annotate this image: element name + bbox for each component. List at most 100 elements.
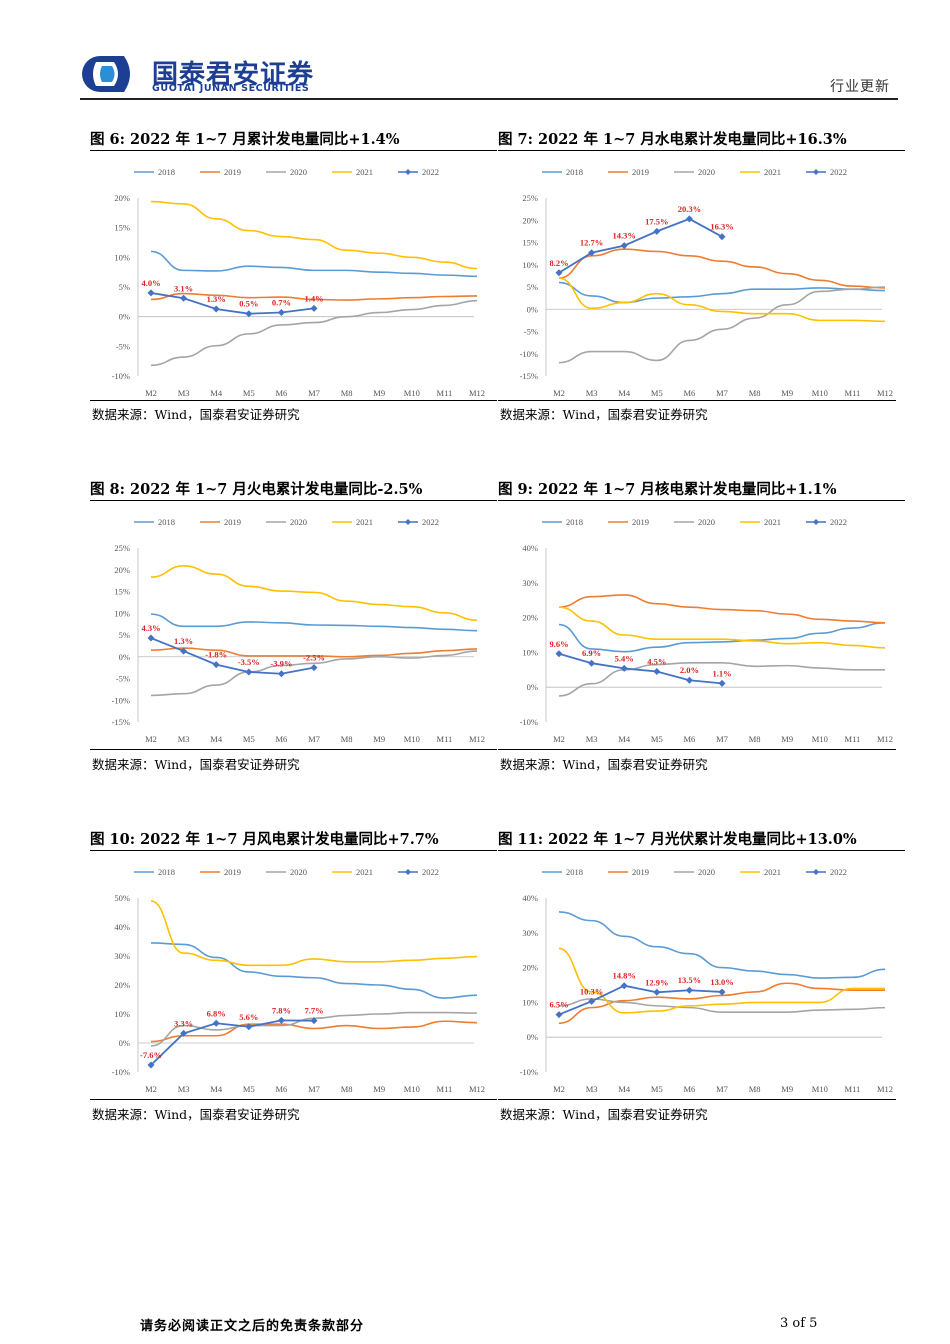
x-tick-label: M2	[145, 388, 157, 398]
legend-label: 2018	[566, 167, 583, 177]
x-tick-label: M5	[651, 388, 663, 398]
legend-label: 2020	[290, 867, 307, 877]
figure-6-chart: 2018 2019 2020 2021 2022 -10% -5% 0% 5% 10% 15% 20%…	[112, 167, 485, 398]
data-point-2022	[685, 986, 693, 994]
chart-bottom-rule	[498, 749, 896, 750]
series-line-2018	[558, 281, 886, 304]
legend-label: 2020	[290, 167, 307, 177]
data-label: 16.3%	[710, 222, 733, 232]
data-label: 20.3%	[678, 204, 701, 214]
data-point-2022	[212, 661, 220, 669]
y-tick-label: 30%	[522, 928, 538, 938]
series-line-2018	[558, 622, 886, 653]
x-tick-label: M11	[845, 388, 861, 398]
legend-label: 2020	[698, 867, 715, 877]
data-label: 10.3%	[580, 986, 603, 996]
x-tick-label: M8	[749, 388, 761, 398]
data-source: 数据来源：Wind，国泰君安证券研究	[92, 757, 300, 772]
legend-label: 2018	[158, 867, 175, 877]
data-point-2022	[277, 670, 285, 678]
data-point-2022	[588, 997, 596, 1005]
data-point-2022	[718, 233, 726, 241]
y-tick-label: 30%	[522, 578, 538, 588]
figure-8-chart: 2018 2019 2020 2021 2022 -15% -10% -5% 0% 5% 10% 15…	[112, 517, 485, 744]
y-tick-label: 40%	[522, 893, 538, 903]
series-line-2021	[558, 947, 885, 1014]
legend-label: 2021	[356, 517, 373, 527]
series-line-2018	[558, 911, 886, 979]
data-label: 3.1%	[174, 283, 193, 293]
x-tick-label: M10	[404, 388, 420, 398]
y-tick-label: 40%	[114, 922, 130, 932]
y-tick-label: 10%	[522, 647, 538, 657]
data-label: 6.5%	[549, 1000, 568, 1010]
data-point-2022	[653, 668, 661, 676]
data-label: 6.9%	[582, 648, 601, 658]
y-tick-label: 10%	[114, 608, 130, 618]
x-tick-label: M3	[586, 734, 598, 744]
title-rule	[498, 150, 905, 151]
y-tick-label: 5%	[119, 630, 130, 640]
data-point-2022	[685, 215, 693, 223]
figure-7-chart: 2018 2019 2020 2021 2022 -15% -10% -5% 0% 5% 10% 15…	[520, 167, 893, 398]
y-tick-label: 10%	[522, 260, 538, 270]
title-rule	[90, 850, 497, 851]
chart-legend: 2018 2019 2020 2021 2022	[542, 867, 847, 877]
data-point-2022	[212, 1019, 220, 1027]
data-label: 14.8%	[613, 971, 636, 981]
series-line-2021	[558, 277, 886, 323]
x-tick-label: M3	[586, 388, 598, 398]
x-tick-label: M2	[553, 388, 565, 398]
series-line-2020	[558, 662, 885, 697]
series-line-2022	[150, 292, 315, 315]
x-tick-label: M10	[404, 1084, 420, 1094]
series-line-2021	[150, 565, 478, 622]
y-tick-label: 50%	[114, 893, 130, 903]
legend-label: 2019	[632, 517, 649, 527]
legend-label: 2022	[830, 167, 847, 177]
chart-bottom-rule	[498, 1099, 896, 1100]
y-tick-label: 10%	[114, 1009, 130, 1019]
legend-label: 2019	[632, 167, 649, 177]
x-tick-label: M5	[243, 734, 255, 744]
x-tick-label: M4	[210, 1084, 223, 1094]
data-source: 数据来源：Wind，国泰君安证券研究	[500, 757, 708, 772]
data-label: 1.1%	[712, 668, 731, 678]
data-point-2022	[718, 679, 726, 687]
company-name-cn: 国泰君安证券	[152, 60, 315, 90]
figure-title: 图 8: 2022 年 1~7 月火电累计发电量同比-2.5%	[90, 481, 423, 498]
y-tick-label: 10%	[522, 997, 538, 1007]
data-point-2022	[180, 1029, 188, 1037]
legend-marker	[813, 169, 819, 175]
legend-label: 2021	[356, 167, 373, 177]
header-divider	[80, 98, 898, 100]
data-point-2022	[180, 294, 188, 302]
y-tick-label: -5%	[116, 674, 130, 684]
x-tick-label: M7	[716, 1084, 728, 1094]
legend-label: 2019	[632, 867, 649, 877]
data-point-2022	[147, 1061, 155, 1069]
data-label: 13.0%	[710, 977, 733, 987]
x-tick-label: M3	[586, 1084, 598, 1094]
x-tick-label: M11	[845, 1084, 861, 1094]
figure-title: 图 10: 2022 年 1~7 月风电累计发电量同比+7.7%	[90, 831, 439, 848]
x-tick-label: M7	[308, 1084, 320, 1094]
x-tick-label: M9	[781, 388, 793, 398]
legend-label: 2020	[698, 517, 715, 527]
data-point-2022	[620, 982, 628, 990]
data-label: 8.2%	[549, 258, 568, 268]
series-line-2022	[150, 637, 315, 675]
y-tick-label: 0%	[527, 682, 538, 692]
data-label: 12.9%	[645, 977, 668, 987]
x-tick-label: M4	[618, 388, 631, 398]
x-tick-label: M12	[469, 1084, 485, 1094]
y-tick-label: 20%	[522, 215, 538, 225]
x-tick-label: M11	[437, 1084, 453, 1094]
guotai-junan-logo-icon	[82, 56, 130, 92]
data-label: -2.5%	[303, 653, 325, 663]
data-label: 14.3%	[613, 231, 636, 241]
y-tick-label: 25%	[114, 543, 130, 553]
y-tick-label: 15%	[522, 238, 538, 248]
x-tick-label: M8	[341, 388, 353, 398]
x-tick-label: M6	[683, 734, 695, 744]
